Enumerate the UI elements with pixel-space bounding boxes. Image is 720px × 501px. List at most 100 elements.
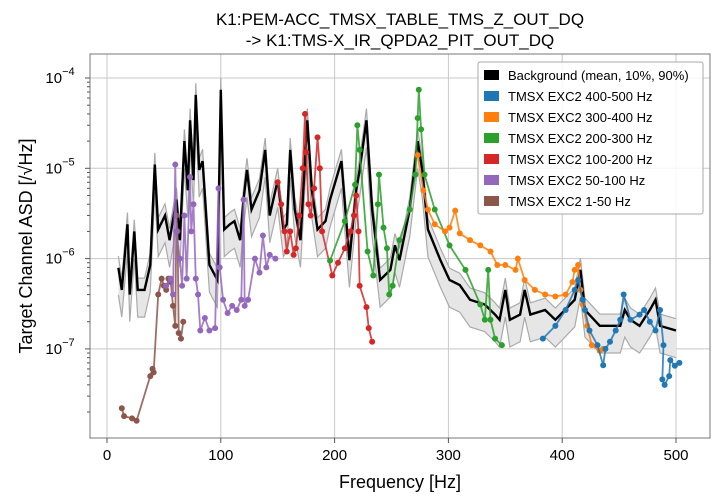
data-point [575, 261, 582, 268]
x-tick-label: 0 [103, 447, 111, 464]
data-point [167, 275, 174, 282]
x-tick-label: 500 [663, 447, 688, 464]
legend-label: TMSX EXC2 200-300 Hz [508, 131, 653, 146]
series-line [165, 164, 276, 332]
legend-label: TMSX EXC2 300-400 Hz [508, 110, 653, 125]
legend-swatch [484, 175, 499, 185]
y-tick-exponent: −7 [62, 337, 75, 349]
data-point [307, 212, 314, 219]
data-point [446, 242, 453, 249]
data-point [212, 325, 219, 332]
plot-area [117, 78, 683, 424]
data-point [389, 282, 396, 289]
data-point [441, 228, 448, 235]
data-point [316, 165, 323, 172]
axes-frame [89, 53, 711, 439]
data-point [266, 251, 273, 258]
data-point [220, 296, 227, 303]
data-point [259, 232, 266, 239]
data-point [487, 248, 494, 255]
legend-swatch [484, 154, 499, 164]
data-point [492, 335, 499, 342]
data-point [347, 228, 354, 235]
legend-swatch [484, 91, 499, 101]
data-point [305, 201, 312, 208]
x-tick-label: 100 [208, 447, 233, 464]
data-point [263, 264, 270, 271]
y-tick-exponent: −6 [62, 247, 75, 259]
data-point [562, 306, 569, 313]
data-point [659, 376, 666, 383]
x-tick-label: 300 [436, 447, 461, 464]
data-point [303, 149, 310, 156]
data-point [206, 327, 213, 334]
data-point [579, 296, 586, 303]
data-point [418, 126, 425, 133]
y-tick-label: 10−4 [45, 66, 74, 87]
data-point [133, 417, 140, 424]
data-point [374, 201, 381, 208]
data-point [292, 245, 299, 252]
data-point [172, 322, 179, 329]
data-point [238, 296, 245, 303]
data-point [370, 272, 377, 279]
data-point [356, 282, 363, 289]
background-p90-line [117, 78, 677, 320]
data-point [485, 266, 492, 273]
data-point [177, 335, 184, 342]
data-point [180, 318, 187, 325]
y-axis-label: Target Channel ASD [/√Hz] [16, 139, 36, 354]
data-point [646, 318, 653, 325]
data-point [421, 171, 428, 178]
series-tmsx-exc2-100-200-hz [274, 110, 376, 345]
legend: Background (mean, 10%, 90%) TMSX EXC2 400… [477, 61, 704, 215]
data-point [251, 255, 258, 262]
data-point [375, 171, 382, 178]
legend-swatch [484, 196, 499, 206]
legend-label: Background (mean, 10%, 90%) [508, 68, 689, 83]
data-point [452, 207, 459, 214]
data-point [179, 282, 186, 289]
data-point [636, 311, 643, 318]
data-point [386, 291, 393, 298]
data-point [539, 335, 546, 342]
data-point [354, 122, 361, 129]
data-point [676, 359, 683, 366]
data-point [498, 342, 505, 349]
data-point [383, 245, 390, 252]
legend-label: TMSX EXC2 400-500 Hz [508, 89, 653, 104]
x-axis-label: Frequency [Hz] [339, 472, 461, 492]
data-point [602, 345, 609, 352]
data-point [424, 206, 431, 213]
data-point [216, 264, 223, 271]
data-point [302, 110, 309, 117]
legend-swatch [484, 70, 499, 80]
data-point [363, 304, 370, 311]
y-tick-exponent: −5 [62, 156, 75, 168]
data-point [620, 291, 627, 298]
data-point [241, 302, 248, 309]
data-point [352, 181, 359, 188]
data-point [173, 228, 180, 235]
data-point [274, 179, 281, 186]
x-tick-label: 200 [322, 447, 347, 464]
data-point [552, 322, 559, 329]
data-point [314, 134, 321, 141]
y-tick-label: 10−7 [45, 337, 74, 358]
data-point [121, 413, 128, 420]
legend-label: TMSX EXC2 50-100 Hz [508, 173, 645, 188]
data-point [521, 276, 528, 283]
data-point [588, 342, 595, 349]
data-point [187, 174, 194, 181]
data-point [641, 306, 648, 313]
y-tick-label: 10−6 [45, 247, 74, 268]
data-point [355, 228, 362, 235]
data-point [494, 261, 501, 268]
data-point [224, 309, 231, 316]
data-point [183, 275, 190, 282]
x-tick-label: 400 [550, 447, 575, 464]
background-mean-line [117, 89, 677, 332]
data-point [290, 251, 297, 258]
data-point [150, 369, 157, 376]
data-point [278, 201, 285, 208]
